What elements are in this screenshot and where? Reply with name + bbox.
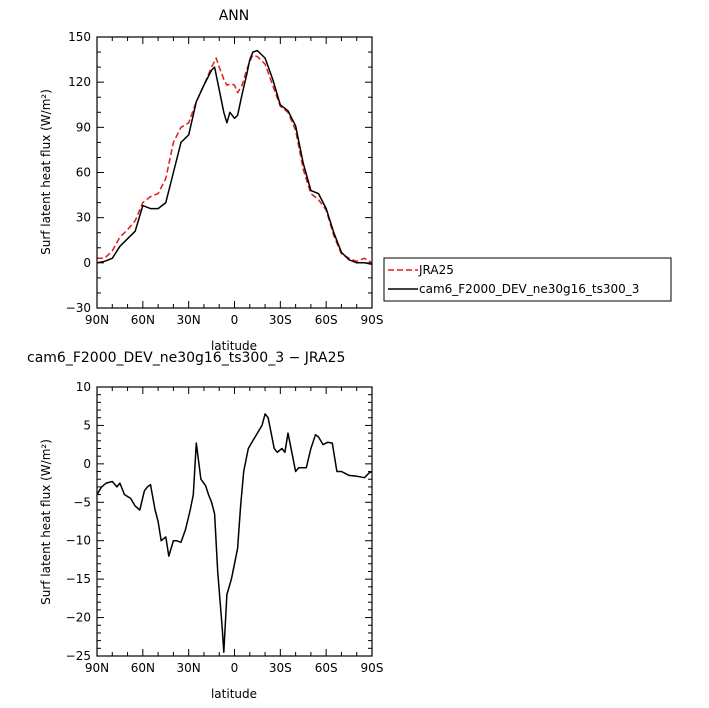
panel1-title: ANN [219,8,250,24]
y-tick-label: −20 [66,611,91,625]
panel2-title: cam6_F2000_DEV_ne30g16_ts300_3 − JRA25 [27,350,345,366]
panel1-series [96,49,373,266]
series-line-cam6-f2000-dev-ne30g16-ts300-3 [96,49,373,266]
x-tick-label: 90S [361,661,384,675]
y-tick-label: 0 [83,256,91,270]
y-tick-label: 10 [76,380,91,394]
panel2-frame [96,386,373,657]
panel1-frame [96,36,373,309]
y-tick-label: 5 [83,418,91,432]
panel1-x-axis-label: latitude [211,339,257,353]
panel1-y-axis-label: Surf latent heat flux (W/m²) [39,89,53,255]
x-tick-label: 0 [231,313,239,327]
y-tick-label: −10 [66,534,91,548]
x-tick-label: 90N [85,313,109,327]
x-tick-label: 60S [315,661,338,675]
panel2-y-axis-label: Surf latent heat flux (W/m²) [39,439,53,605]
y-tick-label: 60 [76,166,91,180]
series-line-jra25 [97,54,373,264]
x-tick-label: 60N [131,661,155,675]
y-tick-label: −15 [66,572,91,586]
y-tick-label: 0 [83,457,91,471]
y-tick-label: 90 [76,120,91,134]
panel1-x-tick-labels: 90N 60N 30N 0 30S 60S 90S [85,313,384,327]
x-tick-label: 30S [269,661,292,675]
x-tick-label: 90N [85,661,109,675]
y-tick-label: −25 [66,649,91,663]
legend: JRA25 cam6_F2000_DEV_ne30g16_ts300_3 [383,257,672,302]
x-tick-label: 90S [361,313,384,327]
panel2-series [96,413,373,653]
panel-difference: cam6_F2000_DEV_ne30g16_ts300_3 − JRA25 9… [27,350,383,701]
series-line-difference [96,413,373,653]
x-tick-label: 30S [269,313,292,327]
x-tick-label: 0 [231,661,239,675]
panel1-ticks [96,36,373,309]
panel2-y-tick-labels: −25 −20 −15 −10 −5 0 5 10 [66,380,91,663]
y-tick-label: 150 [68,30,91,44]
legend-label-jra25: JRA25 [418,263,454,277]
panel2-x-axis-label: latitude [211,687,257,701]
legend-frame [383,257,672,302]
y-tick-label: 30 [76,211,91,225]
panel-annual-mean: ANN 90N 60N 30N 0 30S 60S 90S −30 0 30 60 90 120 150… [39,8,672,353]
panel1-y-tick-labels: −30 0 30 60 90 120 150 [66,30,91,315]
panel2-ticks [96,386,373,657]
y-tick-label: −30 [66,301,91,315]
y-tick-label: 120 [68,75,91,89]
y-tick-label: −5 [73,495,91,509]
panel2-x-tick-labels: 90N 60N 30N 0 30S 60S 90S [85,661,384,675]
legend-label-cam6: cam6_F2000_DEV_ne30g16_ts300_3 [419,282,639,296]
x-tick-label: 30N [177,661,201,675]
x-tick-label: 60S [315,313,338,327]
x-tick-label: 30N [177,313,201,327]
x-tick-label: 60N [131,313,155,327]
